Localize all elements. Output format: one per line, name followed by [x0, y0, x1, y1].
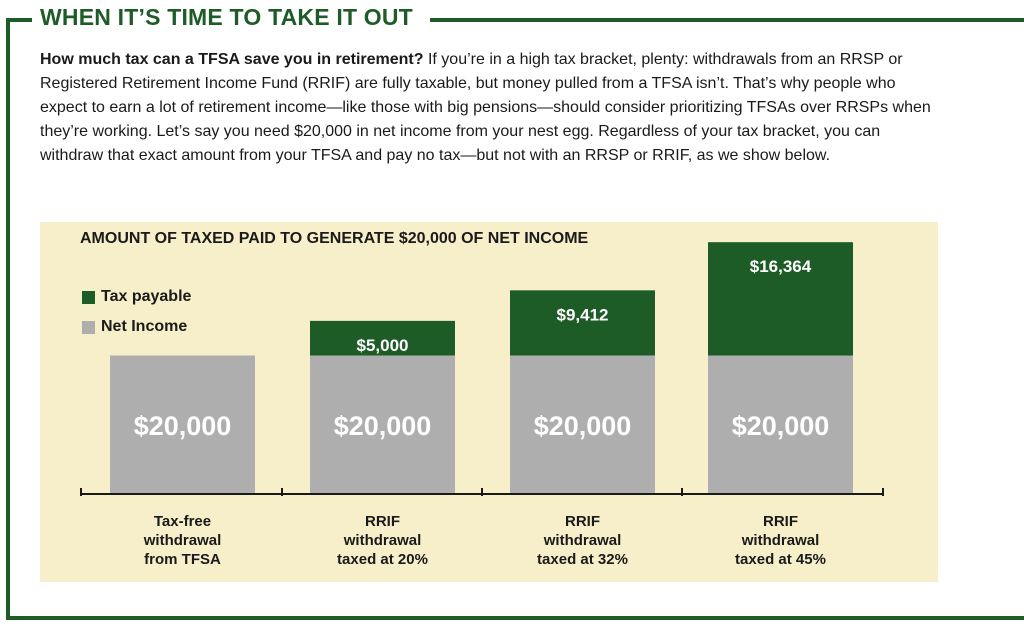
category-label-line: RRIF [365, 513, 400, 530]
chart-legend: Tax payable Net Income [82, 282, 191, 342]
bar-segment [310, 320, 455, 356]
data-label: $20,000 [732, 411, 830, 441]
category-label-line: RRIF [763, 513, 798, 530]
category-label: RRIF withdrawal taxed at 20% [303, 512, 463, 569]
data-label: $9,412 [557, 305, 609, 324]
category-label-line: taxed at 45% [735, 551, 826, 568]
data-label: $16,364 [750, 257, 812, 276]
category-label-line: taxed at 32% [537, 551, 628, 568]
frame-top-left-tick [6, 18, 32, 22]
category-label: RRIF withdrawal taxed at 45% [701, 512, 861, 569]
intro-lead: How much tax can a TFSA save you in reti… [40, 51, 424, 68]
data-label: $20,000 [534, 411, 632, 441]
data-label: $20,000 [334, 411, 432, 441]
legend-item: Net Income [82, 312, 191, 342]
bar-segment [708, 242, 853, 356]
legend-label: Tax payable [101, 288, 192, 305]
chart-panel: $20,000 $20,000 $5,000 $20,000 $9,412 $20,000… [40, 222, 938, 582]
bar-segment [510, 290, 655, 356]
bar-segment [310, 355, 455, 494]
category-label-line: withdrawal [741, 532, 820, 549]
bar-segment [110, 355, 255, 494]
category-label-line: Tax-free [153, 513, 212, 530]
bar-segment [708, 355, 853, 494]
category-label-line: withdrawal [143, 532, 222, 549]
category-label-line: RRIF [565, 513, 600, 530]
category-label: Tax-free withdrawal from TFSA [103, 512, 263, 569]
category-label-line: from TFSA [144, 551, 221, 568]
intro-paragraph: How much tax can a TFSA save you in reti… [40, 48, 940, 168]
stacked-bar-chart: $20,000 $20,000 $5,000 $20,000 $9,412 $20,000… [80, 242, 884, 496]
legend-label: Net Income [101, 318, 188, 335]
bar-segment [510, 355, 655, 494]
legend-swatch [82, 290, 95, 304]
category-label: RRIF withdrawal taxed at 32% [503, 512, 663, 569]
frame-top-rule [430, 18, 1024, 22]
category-label-line: withdrawal [343, 532, 422, 549]
legend-swatch [82, 320, 95, 334]
frame-bottom-rule [6, 616, 1024, 620]
data-label: $20,000 [134, 411, 232, 441]
section-heading: WHEN IT’S TIME TO TAKE IT OUT [40, 4, 413, 30]
intro-body: If you’re in a high tax bracket, plenty:… [40, 51, 931, 164]
category-label-line: taxed at 20% [337, 551, 428, 568]
legend-item: Tax payable [82, 282, 191, 312]
data-label: $5,000 [357, 336, 409, 355]
chart-title: AMOUNT OF TAXED PAID TO GENERATE $20,000… [80, 230, 589, 247]
frame-left-rule [6, 20, 10, 620]
category-label-line: withdrawal [543, 532, 622, 549]
